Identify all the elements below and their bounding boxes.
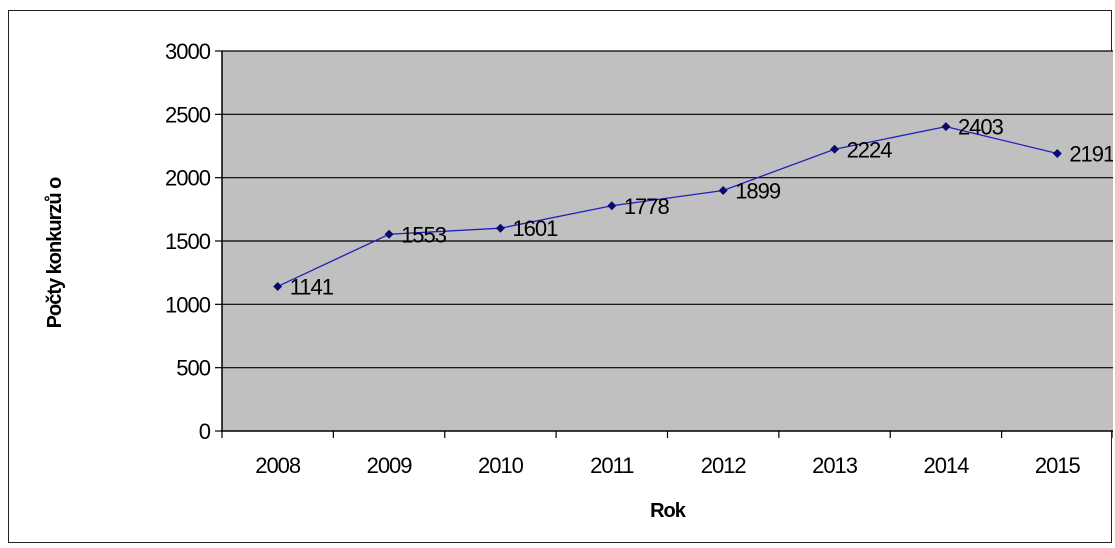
data-labels: 1141 1553 1601 1778 1899 2224 2403 2191: [290, 115, 1113, 300]
y-axis-title: Počty konkurzů o: [44, 177, 66, 328]
x-tick-label: 2011: [590, 453, 634, 478]
gridlines: [215, 50, 1113, 432]
data-label: 2224: [847, 137, 893, 162]
y-tick-label: 3000: [165, 39, 211, 64]
x-tick-labels: 2008 2009 2010 2011 2012 2013 2014 2015: [255, 453, 1081, 478]
y-tick-label: 0: [199, 419, 211, 444]
data-label: 1601: [512, 216, 558, 241]
data-point: [941, 122, 951, 132]
x-tick-label: 2014: [923, 453, 969, 478]
data-point: [384, 229, 394, 239]
data-markers: [273, 122, 1062, 291]
data-point: [273, 281, 283, 291]
y-tick-label: 2500: [165, 102, 211, 127]
x-tick-label: 2010: [478, 453, 524, 478]
y-tick-labels: 0 500 1000 1500 2000 2500 3000: [165, 39, 212, 444]
y-tick-label: 2000: [165, 166, 211, 191]
axes: [221, 51, 1113, 438]
series-line: [277, 125, 1058, 288]
x-tick-label: 2013: [812, 453, 858, 478]
x-tick-label: 2012: [701, 453, 747, 478]
y-tick-label: 1000: [165, 292, 211, 317]
x-tick-label: 2015: [1035, 453, 1081, 478]
y-tick-label: 1500: [165, 229, 211, 254]
data-point: [830, 144, 840, 154]
data-point: [718, 185, 728, 195]
line-chart: 0 500 1000 1500 2000 2500 3000 2008 2009 2010 201…: [44, 39, 1113, 522]
data-label: 2403: [958, 115, 1004, 140]
x-axis-title: Rok: [650, 500, 687, 522]
data-label: 1778: [624, 194, 670, 219]
data-label: 2191: [1069, 141, 1113, 166]
data-label: 1553: [401, 222, 447, 247]
x-tick-label: 2009: [367, 453, 413, 478]
chart-frame: 0 500 1000 1500 2000 2500 3000 2008 2009 2010 201…: [8, 10, 1113, 543]
data-label: 1141: [290, 274, 334, 299]
data-point: [495, 223, 505, 233]
data-point: [1052, 148, 1062, 158]
y-tick-label: 500: [176, 356, 210, 381]
data-label: 1899: [735, 178, 781, 203]
data-point: [607, 201, 617, 211]
x-tick-label: 2008: [255, 453, 301, 478]
